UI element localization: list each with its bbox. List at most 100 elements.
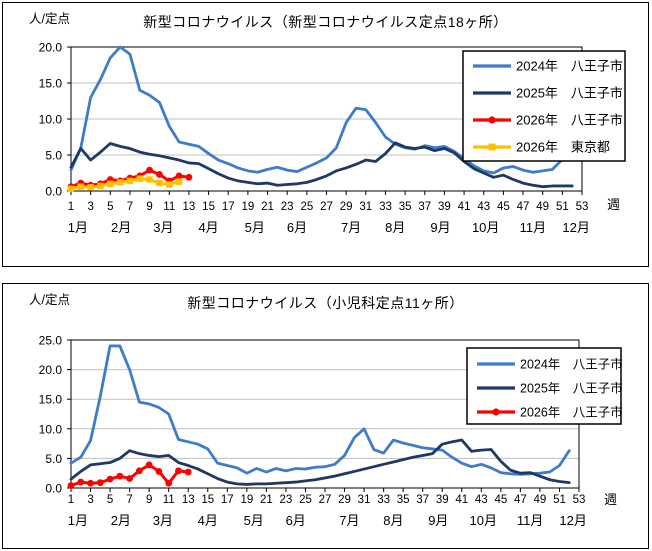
x-tick-label: 51 xyxy=(556,201,569,213)
x-tick-label: 37 xyxy=(418,201,431,213)
marker-circle xyxy=(175,172,183,180)
x-tick-label: 51 xyxy=(553,494,566,506)
month-label: 8月 xyxy=(383,513,403,528)
marker-circle xyxy=(135,467,143,475)
legend-label: 2026年 東京都 xyxy=(516,140,610,155)
month-label: 5月 xyxy=(245,220,265,235)
month-label: 4月 xyxy=(198,513,218,528)
month-label: 6月 xyxy=(286,513,306,528)
y-tick-label: 10.0 xyxy=(39,113,63,127)
x-tick-label: 49 xyxy=(534,494,547,506)
x-tick-label: 15 xyxy=(202,201,215,213)
x-tick-label: 7 xyxy=(127,201,133,213)
y-axis-unit-label: 人/定点 xyxy=(29,293,70,307)
chart-title: 新型コロナウイルス（小児科定点11ヶ所） xyxy=(187,295,464,311)
month-label: 12月 xyxy=(562,220,589,235)
marker-square xyxy=(87,184,94,191)
marker-square xyxy=(97,182,104,190)
x-tick-label: 31 xyxy=(359,201,372,213)
x-tick-label: 47 xyxy=(517,201,530,213)
marker-circle xyxy=(185,173,193,181)
legend-label: 2026年 八王子市 xyxy=(516,113,623,128)
x-tick-label: 17 xyxy=(222,201,235,213)
x-tick-label: 19 xyxy=(240,494,253,506)
x-tick-label: 5 xyxy=(107,201,113,213)
x-tick-label: 7 xyxy=(126,494,132,506)
chart-canvas: 0.05.010.015.020.01 3 5 7 9 11 13 15 17 19 21 23 25 2… xyxy=(39,41,626,235)
month-label: 1月 xyxy=(68,220,88,235)
x-tick-label: 23 xyxy=(281,201,294,213)
x-tick-label: 11 xyxy=(163,494,175,506)
marker-circle xyxy=(145,461,153,469)
y-tick-label: 20.0 xyxy=(39,41,63,55)
month-label: 4月 xyxy=(198,220,218,235)
marker-square xyxy=(67,185,75,193)
x-tick-label: 25 xyxy=(300,201,313,213)
x-tick-label: 9 xyxy=(146,494,152,506)
x-tick-label: 39 xyxy=(438,201,451,213)
x-tick-label: 31 xyxy=(358,494,371,506)
x-tick-label: 49 xyxy=(536,201,549,213)
month-label: 6月 xyxy=(287,220,307,235)
marker-circle xyxy=(67,482,75,490)
x-tick-label: 13 xyxy=(182,494,195,506)
x-tick-label: 27 xyxy=(320,201,333,213)
x-tick-label: 5 xyxy=(107,494,113,506)
marker-circle xyxy=(77,478,85,486)
x-tick-label: 1 xyxy=(68,201,74,213)
legend-label: 2024年 八王子市 xyxy=(520,357,623,372)
month-label: 1月 xyxy=(68,513,88,528)
legend-box xyxy=(462,50,626,162)
y-tick-label: 5.0 xyxy=(45,452,62,466)
chart-panel-covid-sentinel: 人/定点 新型コロナウイルス（新型コロナウイルス定点18ヶ所） 0.0 5.0 10… xyxy=(2,2,649,267)
series-markers xyxy=(67,175,183,193)
month-label: 10月 xyxy=(470,513,497,528)
x-tick-label: 27 xyxy=(319,494,332,506)
x-tick-label: 37 xyxy=(416,494,429,506)
legend-label: 2024年 八王子市 xyxy=(516,59,623,74)
series-line xyxy=(69,45,574,175)
series-line xyxy=(69,344,571,476)
marker-square xyxy=(116,179,124,186)
marker-circle xyxy=(155,468,163,475)
x-tick-label: 17 xyxy=(221,494,234,506)
marker-square xyxy=(126,177,134,185)
y-tick-label: 0.0 xyxy=(45,482,62,496)
x-tick-label: 43 xyxy=(475,494,488,506)
marker-square xyxy=(166,181,173,188)
y-tick-label: 25.0 xyxy=(39,334,63,348)
marker-circle xyxy=(96,479,104,487)
marker-square xyxy=(77,183,85,190)
x-tick-label: 43 xyxy=(477,201,490,213)
x-tick-label: 33 xyxy=(377,494,390,506)
month-label: 5月 xyxy=(244,513,264,528)
legend-marker-circle xyxy=(492,408,500,416)
x-tick-label: 21 xyxy=(260,494,273,506)
series-markers xyxy=(67,461,192,490)
chart-panel-covid-pediatric: 人/定点 新型コロナウイルス（小児科定点11ヶ所） 0.0 5.0 10.0 15.0… xyxy=(2,283,649,549)
x-tick-label: 29 xyxy=(338,494,351,506)
x-tick-label: 13 xyxy=(183,201,196,213)
x-tick-label: 35 xyxy=(397,494,410,506)
x-tick-label: 23 xyxy=(280,494,293,506)
y-tick-label: 0.0 xyxy=(45,185,62,199)
month-label: 9月 xyxy=(430,220,450,235)
x-tick-label: 3 xyxy=(87,494,93,506)
x-tick-label: 45 xyxy=(497,201,510,213)
legend-label: 2025年 八王子市 xyxy=(520,381,623,396)
marker-square xyxy=(156,179,163,187)
x-tick-label: 21 xyxy=(261,201,274,213)
x-tick-label: 47 xyxy=(514,494,527,506)
month-label: 3月 xyxy=(153,220,173,235)
x-tick-label: 25 xyxy=(299,494,312,506)
y-tick-label: 15.0 xyxy=(39,393,63,407)
y-axis-unit-label: 人/定点 xyxy=(29,12,70,26)
marker-square xyxy=(136,175,143,182)
month-label: 10月 xyxy=(472,220,499,235)
x-tick-label: 41 xyxy=(458,201,471,213)
marker-circle xyxy=(156,171,163,178)
marker-circle xyxy=(106,475,114,483)
x-tick-label: 9 xyxy=(146,201,152,213)
x-tick-label: 11 xyxy=(163,201,175,213)
